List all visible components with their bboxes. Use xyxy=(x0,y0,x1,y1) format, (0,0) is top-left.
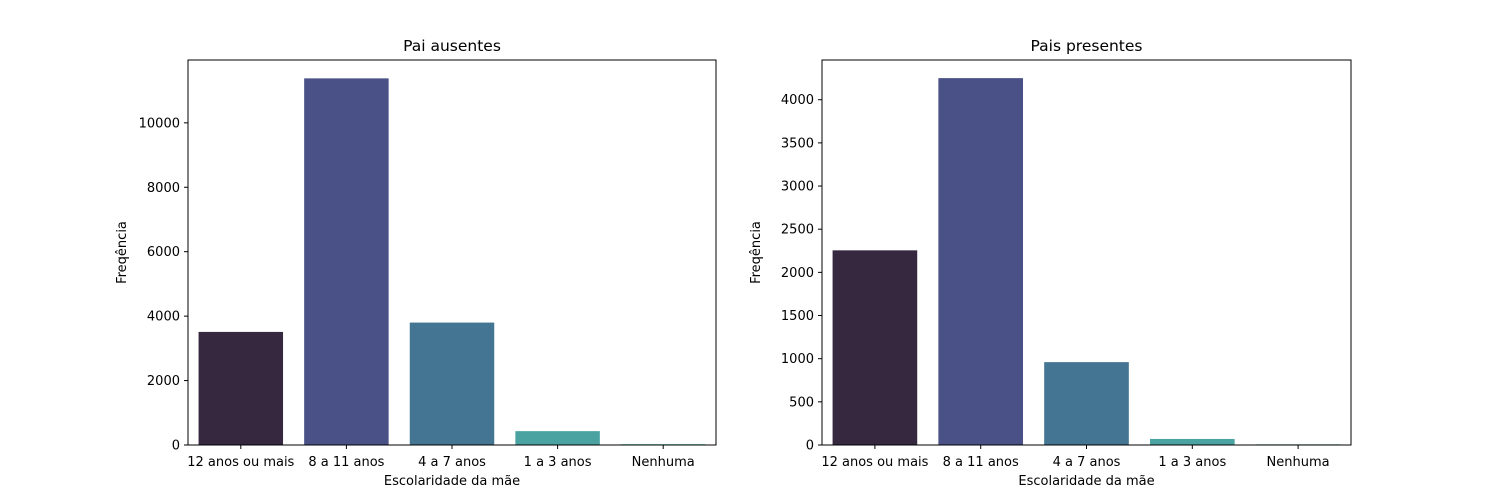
chart-panel-pais-presentes: 0 500 1000 1500 2000 2500 3000 3500 4000 12 anos … xyxy=(749,37,1352,489)
bar-1-a-3-anos xyxy=(1149,438,1235,445)
x-tick-label: 4 a 7 anos xyxy=(418,455,486,470)
y-tick-label: 2500 xyxy=(781,223,814,238)
y-tick-label: 0 xyxy=(806,439,814,454)
y-axis-label: Freqência xyxy=(115,221,130,284)
y-tick-label: 2000 xyxy=(781,266,814,281)
y-tick-label: 2000 xyxy=(147,374,180,389)
x-axis-label: Escolaridade da mãe xyxy=(1018,474,1154,489)
y-tick-label: 4000 xyxy=(147,310,180,325)
x-tick-label: Nenhuma xyxy=(632,455,695,470)
x-tick-label: 1 a 3 anos xyxy=(1158,455,1226,470)
bar-12-anos-ou-mais xyxy=(832,250,918,445)
y-axis-label: Freqência xyxy=(749,221,764,284)
x-tick-label: Nenhuma xyxy=(1267,455,1330,470)
x-tick-label: 8 a 11 anos xyxy=(943,455,1019,470)
bar-4-a-7-anos xyxy=(1044,362,1129,445)
bar-4-a-7-anos xyxy=(409,322,495,445)
bar-12-anos-ou-mais xyxy=(198,331,284,445)
y-tick-label: 0 xyxy=(172,439,180,454)
x-tick-label: 1 a 3 anos xyxy=(524,455,592,470)
x-tick-label: 12 anos ou mais xyxy=(821,455,928,470)
x-tick-label: 8 a 11 anos xyxy=(308,455,384,470)
y-tick-label: 4000 xyxy=(781,93,814,108)
y-tick-label: 500 xyxy=(789,395,814,410)
y-tick-label: 1000 xyxy=(781,352,814,367)
bar-8-a-11-anos xyxy=(938,78,1024,445)
y-tick-label: 10000 xyxy=(139,116,180,131)
chart-title: Pai ausentes xyxy=(403,37,501,55)
y-tick-label: 8000 xyxy=(147,181,180,196)
x-axis-label: Escolaridade da mãe xyxy=(384,474,520,489)
x-tick-label: 12 anos ou mais xyxy=(187,455,294,470)
chart-title: Pais presentes xyxy=(1031,37,1143,55)
y-tick-label: 1500 xyxy=(781,309,814,324)
x-tick-label: 4 a 7 anos xyxy=(1053,455,1121,470)
bar-1-a-3-anos xyxy=(515,431,600,445)
y-tick-label: 3500 xyxy=(781,136,814,151)
y-tick-label: 3000 xyxy=(781,180,814,195)
chart-panel-pai-ausentes: 0 2000 4000 6000 8000 10000 12 anos ou mais 8 a… xyxy=(115,37,717,489)
y-tick-label: 6000 xyxy=(147,245,180,260)
bar-8-a-11-anos xyxy=(304,78,389,445)
